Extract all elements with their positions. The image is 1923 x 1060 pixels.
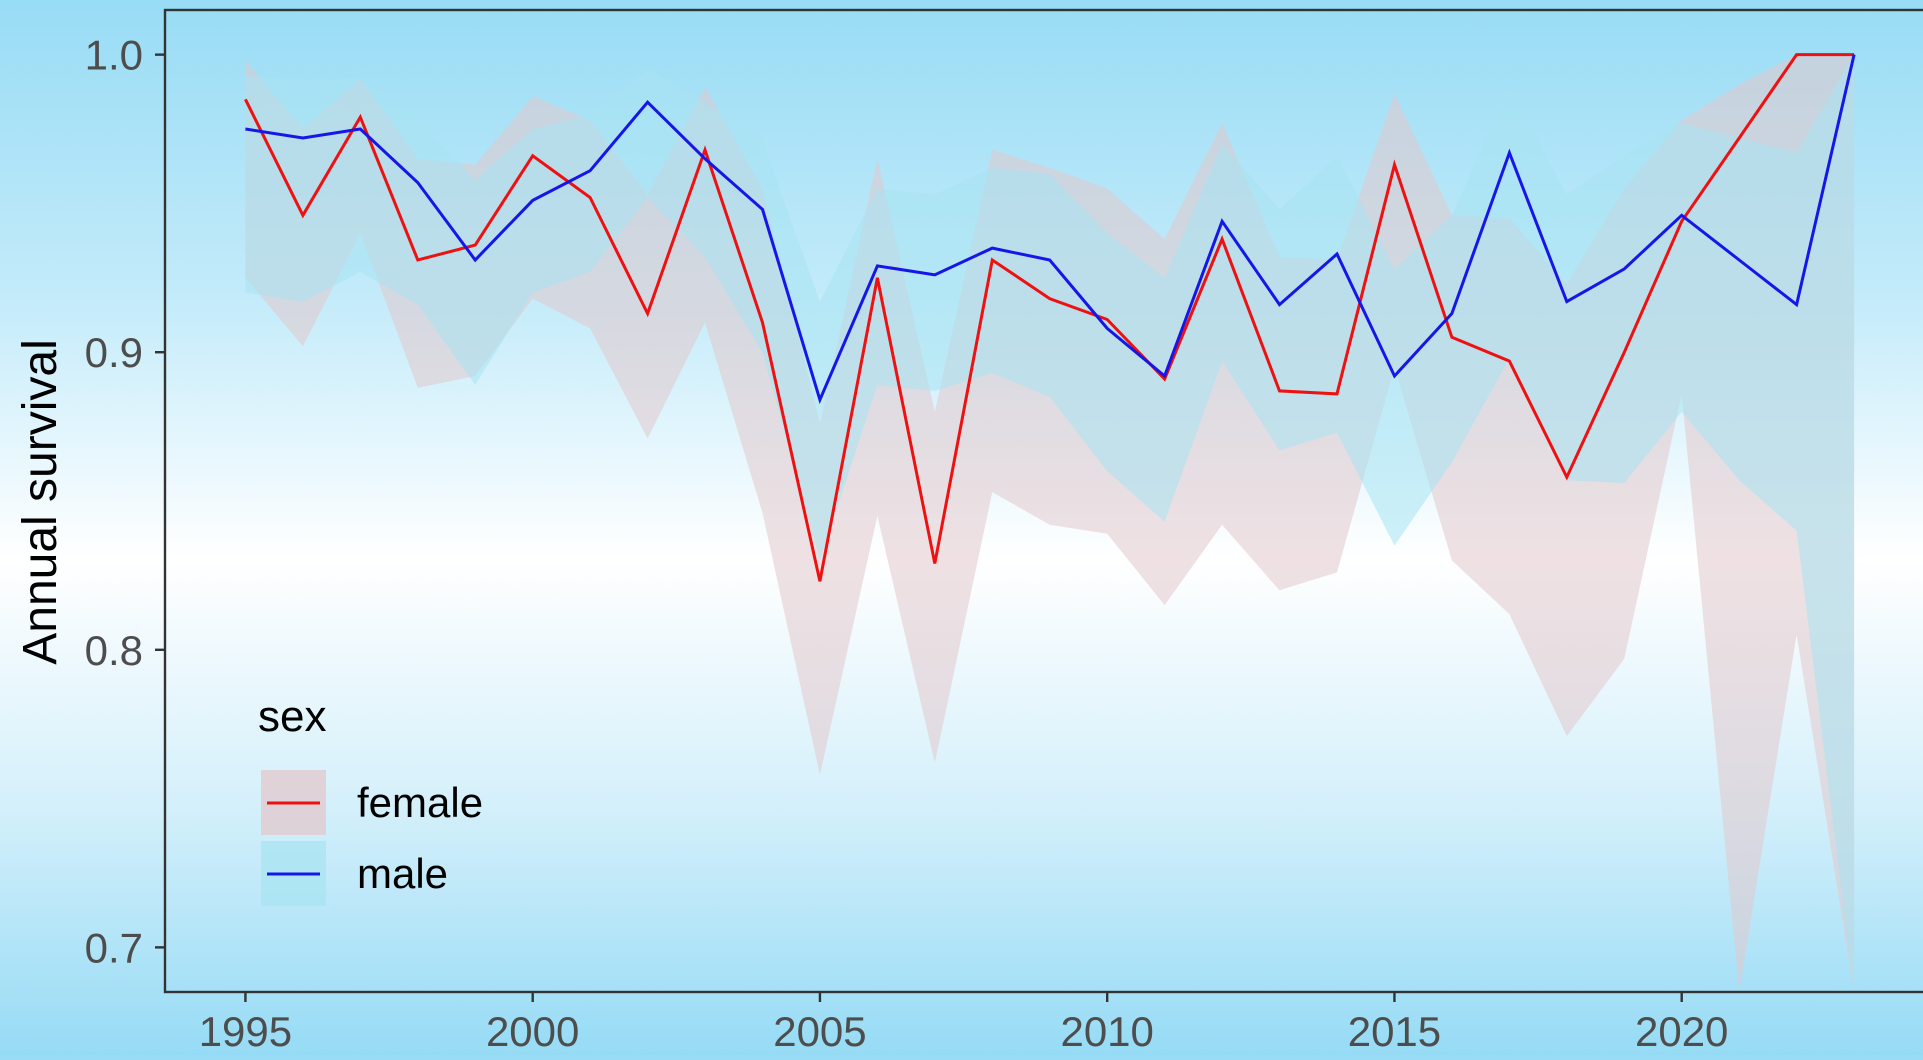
legend-key-male: male: [261, 841, 448, 906]
y-axis-title: Annual survival: [14, 339, 67, 665]
legend: sex female male: [258, 692, 483, 906]
y-tick-label: 1.0: [85, 32, 143, 79]
y-tick-label: 0.7: [85, 924, 143, 971]
legend-title: sex: [258, 692, 326, 741]
female-line: [244, 53, 1855, 582]
x-tick-label: 1995: [199, 1008, 292, 1055]
legend-key-female: female: [261, 770, 483, 835]
x-tick-label: 2010: [1060, 1008, 1153, 1055]
x-tick-label: 2015: [1348, 1008, 1441, 1055]
x-tick-label: 2000: [486, 1008, 579, 1055]
y-tick-label: 0.9: [85, 329, 143, 376]
legend-label: female: [357, 779, 483, 826]
y-tick-label: 0.8: [85, 627, 143, 674]
x-tick-label: 2020: [1635, 1008, 1728, 1055]
legend-label: male: [357, 850, 448, 897]
x-axis: 1995 2000 2005 2010 2015 2020: [199, 992, 1728, 1055]
y-axis: 0.7 0.8 0.9 1.0: [85, 32, 165, 971]
confidence-ribbons: [245, 54, 1855, 993]
axes: [163, 8, 1923, 994]
plot-panel-border: [163, 8, 1923, 994]
series-lines: [244, 53, 1856, 582]
male-ribbon: [245, 54, 1855, 993]
x-tick-label: 2005: [773, 1008, 866, 1055]
male-line: [245, 54, 1856, 405]
